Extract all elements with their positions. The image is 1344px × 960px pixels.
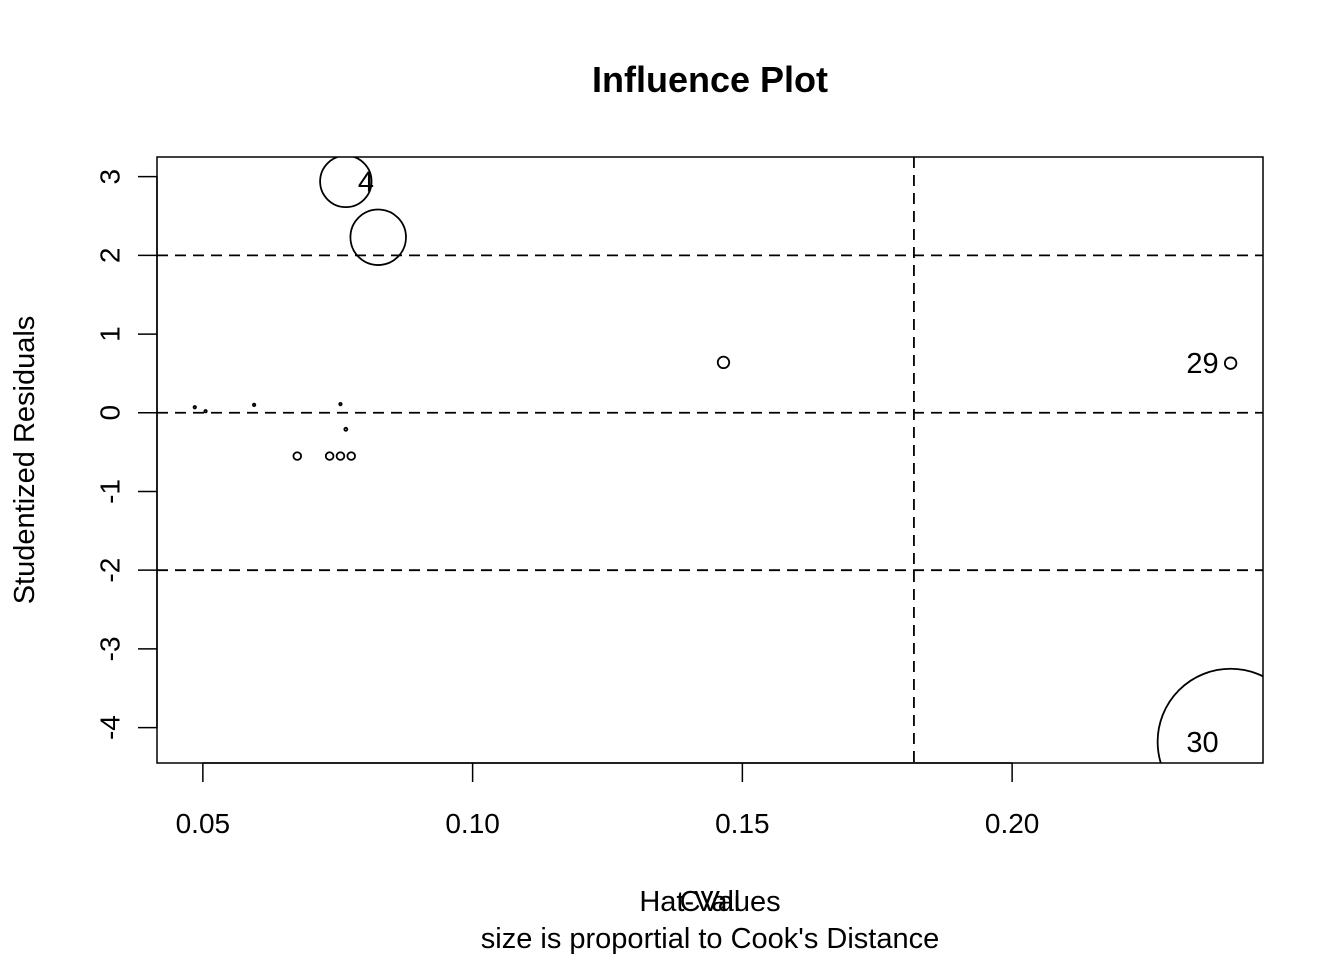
y-tick-label-7: 3 <box>95 169 126 185</box>
data-point-0 <box>319 157 373 209</box>
y-tick-label-5: 1 <box>95 326 126 342</box>
data-points <box>192 157 1263 763</box>
y-tick-label-2: -2 <box>95 558 126 583</box>
x-tick-label-3: 0.20 <box>985 808 1040 839</box>
data-point-4 <box>1156 667 1263 763</box>
data-point-7 <box>335 451 346 461</box>
y-tick-label-0: -4 <box>95 715 126 740</box>
data-point-1 <box>349 208 407 266</box>
point-label-30: 30 <box>1186 727 1218 759</box>
y-tick-label-3: -1 <box>95 479 126 504</box>
reference-lines <box>157 157 1263 763</box>
y-axis-label: Studentized Residuals <box>9 316 41 605</box>
data-point-8 <box>346 451 356 461</box>
y-tick-label-4: 0 <box>95 405 126 421</box>
y-tick-label-6: 2 <box>95 248 126 264</box>
x-axis: 0.05 0.10 0.15 0.20 <box>176 762 1040 839</box>
data-point-6 <box>324 451 335 461</box>
chart-subtitle: size is proportial to Cook's Distance <box>481 923 939 955</box>
chart-title: Influence Plot <box>592 59 828 100</box>
x-tick-label-1: 0.10 <box>445 808 500 839</box>
point-label-29: 29 <box>1186 348 1218 380</box>
data-point-3 <box>1223 356 1238 370</box>
data-point-10 <box>338 402 343 407</box>
data-point-13 <box>203 409 208 414</box>
data-point-5 <box>292 451 303 461</box>
data-point-11 <box>252 402 257 408</box>
data-point-9 <box>343 426 349 432</box>
x-tick-label-0: 0.05 <box>176 808 231 839</box>
y-axis: -4 -3 -2 -1 0 1 2 3 <box>95 169 158 740</box>
x-axis-overlay-label: CVal <box>680 886 741 918</box>
x-tick-label-2: 0.15 <box>715 808 770 839</box>
plot-frame <box>156 156 1264 764</box>
x-axis-label: Hat-Values <box>639 886 780 918</box>
point-label-4: 4 <box>358 166 374 198</box>
data-point-12 <box>192 405 197 410</box>
data-point-2 <box>716 355 731 370</box>
point-labels: 4 29 30 <box>358 166 1219 758</box>
y-tick-label-1: -3 <box>95 636 126 661</box>
